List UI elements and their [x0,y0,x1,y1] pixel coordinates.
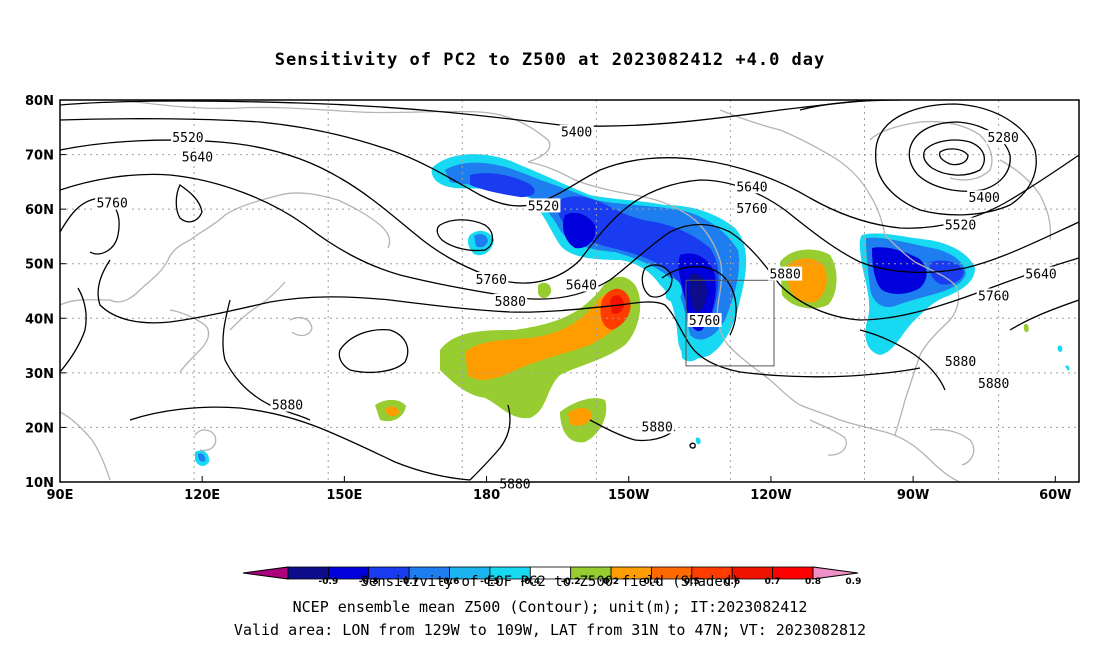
colorbar-label: -0.8 [359,577,379,587]
lat-label: 40N [25,312,54,327]
contour-label: 5640 [182,150,213,165]
contour-label: 5880 [495,295,526,310]
footer-valid-area: Valid area: LON from 129W to 109W, LAT f… [233,621,867,639]
colorbar-label: 0.7 [765,577,781,587]
contour-label-bg [497,476,532,491]
contour-label-bg [734,179,769,194]
contour-label-bg [170,130,205,145]
contour-label-bg [768,266,803,281]
colorbar-label: 0.9 [845,577,861,587]
contour-label-bg [180,149,215,164]
contour-label: 5520 [528,199,559,214]
contour-label: 5760 [476,273,507,288]
lon-label: 150W [608,488,649,503]
contour-label: 5760 [689,314,720,329]
lon-label: 90E [47,488,74,503]
lon-label: 90W [897,488,929,503]
contour-label: 5640 [1025,268,1056,283]
colorbar-label: -0.2 [561,577,581,587]
lat-label: 80N [25,94,54,109]
contour-label-bg [493,293,528,308]
lon-label: 150E [326,488,362,503]
contour-label-bg [687,313,722,328]
contour-label: 5880 [499,478,530,493]
lon-label: 120W [750,488,791,503]
colorbar-label: 0.5 [684,577,700,587]
z500-contours [60,100,1079,481]
contour-label-bg [474,272,509,287]
plot-frame [59,99,1080,483]
contour-label-bg [270,397,305,412]
contour-5880 [97,259,921,378]
lon-label: 180 [473,488,500,503]
contour-label-bg [976,288,1011,303]
latitude-labels: 80N 70N 60N 50N 40N 30N 20N 10N [25,94,66,491]
colorbar-label: -0.6 [440,577,460,587]
lat-label: 60N [25,203,54,218]
valid-area-box [685,279,775,367]
contour-label-bg [526,198,561,213]
contour-label: 5520 [172,131,203,146]
sensitivity-shading [195,154,1070,466]
contour-label-bg [640,419,675,434]
contour-label: 5280 [988,131,1019,146]
lon-label: 120E [184,488,220,503]
colorbar-label: 0.4 [643,577,659,587]
contour-label: 5640 [566,279,597,294]
lat-label: 20N [25,421,54,436]
footer-shading-description: Sensitivity of EOF PC2 to Z500 field (Sh… [360,574,740,590]
footer-contour-description: NCEP ensemble mean Z500 (Contour); unit(… [292,598,808,616]
lat-label: 50N [25,258,54,273]
colorbar-label: 0.8 [805,577,821,587]
contour-5400-north [60,100,881,127]
coastlines [60,100,1052,482]
contour-label: 5640 [736,180,767,195]
contour-label: 5880 [945,355,976,370]
positive-region-pacific-core [465,292,626,380]
longitude-labels: 90E 120E 150E 180 150W 120W 90W 60W [47,476,1072,503]
contour-label: 5760 [978,289,1009,304]
contour-label-bg [564,277,599,292]
contour-label: 5400 [561,126,592,141]
contour-label: 5880 [272,399,303,414]
contour-label-bg [976,375,1011,390]
colorbar-label: -0.4 [520,577,540,587]
colorbar-high-triangle [812,566,859,580]
contour-labels: 5520564057605400552056405760588058805880… [95,124,1059,493]
lat-label: 30N [25,367,54,382]
contour-label: 5880 [642,420,673,435]
contour-label-bg [559,124,594,139]
lon-label: 60W [1039,488,1071,503]
colorbar: -0.9 -0.8 -0.7 -0.6 -0.5 -0.4 -0.2 0.2 0.4 0.5 0.6… [242,566,861,587]
contour-label-bg [943,353,978,368]
contour-label: 5400 [969,191,1000,206]
contour-5760-west [60,197,120,255]
contour-5520 [60,118,1079,229]
contour-label-bg [943,217,978,232]
contour-label-bg [967,190,1002,205]
negative-region-north-pacific [431,154,747,359]
colorbar-label: -0.7 [399,577,419,587]
contour-label-bg [986,130,1021,145]
colorbar-label: -0.9 [319,577,339,587]
contour-label: 5760 [96,197,127,212]
plot-title: Sensitivity of PC2 to Z500 at 2023082412… [274,50,826,70]
contour-label: 5520 [945,219,976,234]
contour-label: 5880 [769,268,800,283]
lat-label: 10N [25,476,54,491]
colorbar-label: 0.6 [724,577,740,587]
contour-label-bg [734,201,769,216]
lat-lon-grid [60,100,1079,482]
contour-label: 5880 [978,377,1009,392]
colorbar-label: -0.5 [480,577,500,587]
lat-label: 70N [25,149,54,164]
contour-label-bg [95,195,130,210]
contour-5640 [60,139,1079,284]
contour-label-bg [1024,266,1059,281]
colorbar-label: 0.2 [603,577,619,587]
contour-label: 5760 [736,202,767,217]
